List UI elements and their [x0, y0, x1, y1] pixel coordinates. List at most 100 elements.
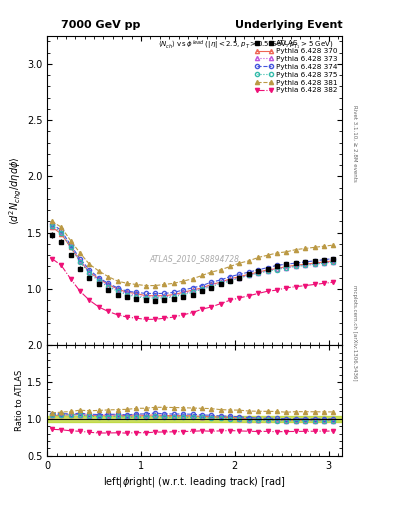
Pythia 6.428 381: [125, 280, 129, 286]
Pythia 6.428 373: [275, 266, 279, 272]
Pythia 6.428 370: [115, 286, 120, 292]
Pythia 6.428 375: [190, 289, 195, 295]
Pythia 6.428 382: [143, 316, 148, 323]
Pythia 6.428 370: [153, 293, 158, 299]
Pythia 6.428 373: [171, 293, 176, 299]
Pythia 6.428 381: [78, 250, 83, 256]
Pythia 6.428 381: [209, 269, 214, 275]
Pythia 6.428 381: [181, 278, 185, 284]
Pythia 6.428 374: [321, 257, 326, 263]
Pythia 6.428 375: [78, 259, 83, 265]
Pythia 6.428 374: [209, 279, 214, 285]
Pythia 6.428 373: [68, 243, 73, 249]
Pythia 6.428 382: [256, 290, 261, 296]
Pythia 6.428 370: [321, 259, 326, 265]
Line: Pythia 6.428 374: Pythia 6.428 374: [50, 222, 335, 295]
Text: ATLAS_2010_S8894728: ATLAS_2010_S8894728: [149, 254, 240, 263]
Pythia 6.428 375: [312, 261, 317, 267]
Line: Pythia 6.428 382: Pythia 6.428 382: [50, 257, 335, 322]
Pythia 6.428 381: [219, 267, 223, 273]
Pythia 6.428 374: [256, 267, 261, 273]
Pythia 6.428 382: [106, 308, 110, 314]
Pythia 6.428 370: [59, 231, 64, 237]
Pythia 6.428 375: [68, 244, 73, 250]
Pythia 6.428 373: [265, 268, 270, 274]
Pythia 6.428 381: [143, 283, 148, 289]
Pythia 6.428 373: [200, 286, 204, 292]
Pythia 6.428 373: [209, 283, 214, 289]
Pythia 6.428 375: [171, 294, 176, 300]
Pythia 6.428 375: [87, 270, 92, 276]
Pythia 6.428 375: [303, 262, 308, 268]
Pythia 6.428 374: [219, 277, 223, 283]
Pythia 6.428 375: [321, 260, 326, 266]
Pythia 6.428 370: [125, 289, 129, 295]
Pythia 6.428 381: [284, 249, 289, 255]
Pythia 6.428 382: [219, 301, 223, 307]
Pythia 6.428 382: [134, 315, 139, 321]
Pythia 6.428 381: [87, 261, 92, 267]
Pythia 6.428 382: [265, 288, 270, 294]
Pythia 6.428 373: [246, 272, 251, 279]
Pythia 6.428 382: [284, 285, 289, 291]
Pythia 6.428 370: [256, 269, 261, 275]
Pythia 6.428 382: [190, 309, 195, 315]
Pythia 6.428 382: [87, 297, 92, 303]
Pythia 6.428 374: [265, 265, 270, 271]
Text: Rivet 3.1.10, ≥ 2.8M events: Rivet 3.1.10, ≥ 2.8M events: [352, 105, 357, 182]
Pythia 6.428 374: [106, 280, 110, 286]
Pythia 6.428 373: [125, 290, 129, 296]
Pythia 6.428 374: [50, 221, 54, 227]
Pythia 6.428 374: [237, 271, 242, 278]
Pythia 6.428 374: [115, 285, 120, 291]
Text: Underlying Event: Underlying Event: [235, 19, 343, 30]
Pythia 6.428 370: [200, 285, 204, 291]
Pythia 6.428 382: [171, 314, 176, 320]
Pythia 6.428 381: [153, 283, 158, 289]
Text: 7000 GeV pp: 7000 GeV pp: [61, 19, 140, 30]
Pythia 6.428 375: [59, 229, 64, 236]
Pythia 6.428 373: [312, 261, 317, 267]
Pythia 6.428 373: [321, 260, 326, 266]
Pythia 6.428 370: [303, 261, 308, 267]
Pythia 6.428 373: [237, 274, 242, 281]
Pythia 6.428 381: [96, 268, 101, 274]
Pythia 6.428 381: [303, 245, 308, 251]
Pythia 6.428 375: [256, 270, 261, 276]
Pythia 6.428 381: [190, 276, 195, 282]
Pythia 6.428 370: [50, 224, 54, 230]
Pythia 6.428 382: [294, 284, 298, 290]
Pythia 6.428 374: [284, 261, 289, 267]
Pythia 6.428 373: [115, 287, 120, 293]
Pythia 6.428 375: [96, 278, 101, 284]
Pythia 6.428 381: [50, 219, 54, 225]
Pythia 6.428 370: [294, 262, 298, 268]
Pythia 6.428 381: [321, 243, 326, 249]
X-axis label: left|$\phi$right| (w.r.t. leading track) [rad]: left|$\phi$right| (w.r.t. leading track)…: [103, 475, 286, 489]
Pythia 6.428 374: [190, 285, 195, 291]
Pythia 6.428 382: [312, 282, 317, 288]
Pythia 6.428 381: [256, 254, 261, 261]
Pythia 6.428 373: [256, 270, 261, 276]
Pythia 6.428 382: [153, 316, 158, 323]
Pythia 6.428 370: [275, 266, 279, 272]
Pythia 6.428 370: [87, 269, 92, 275]
Pythia 6.428 382: [68, 276, 73, 282]
Pythia 6.428 381: [312, 244, 317, 250]
Pythia 6.428 370: [106, 282, 110, 288]
Pythia 6.428 373: [331, 259, 336, 265]
Pythia 6.428 382: [50, 255, 54, 262]
Pythia 6.428 374: [181, 287, 185, 293]
Pythia 6.428 374: [96, 274, 101, 281]
Pythia 6.428 373: [134, 293, 139, 299]
Pythia 6.428 375: [134, 294, 139, 300]
Pythia 6.428 373: [87, 269, 92, 275]
Pythia 6.428 375: [294, 263, 298, 269]
Pythia 6.428 381: [265, 252, 270, 258]
Line: Pythia 6.428 373: Pythia 6.428 373: [50, 224, 335, 299]
Pythia 6.428 370: [284, 263, 289, 269]
Pythia 6.428 382: [115, 312, 120, 318]
Pythia 6.428 375: [209, 284, 214, 290]
Line: Pythia 6.428 370: Pythia 6.428 370: [50, 225, 335, 298]
Pythia 6.428 382: [228, 297, 233, 303]
